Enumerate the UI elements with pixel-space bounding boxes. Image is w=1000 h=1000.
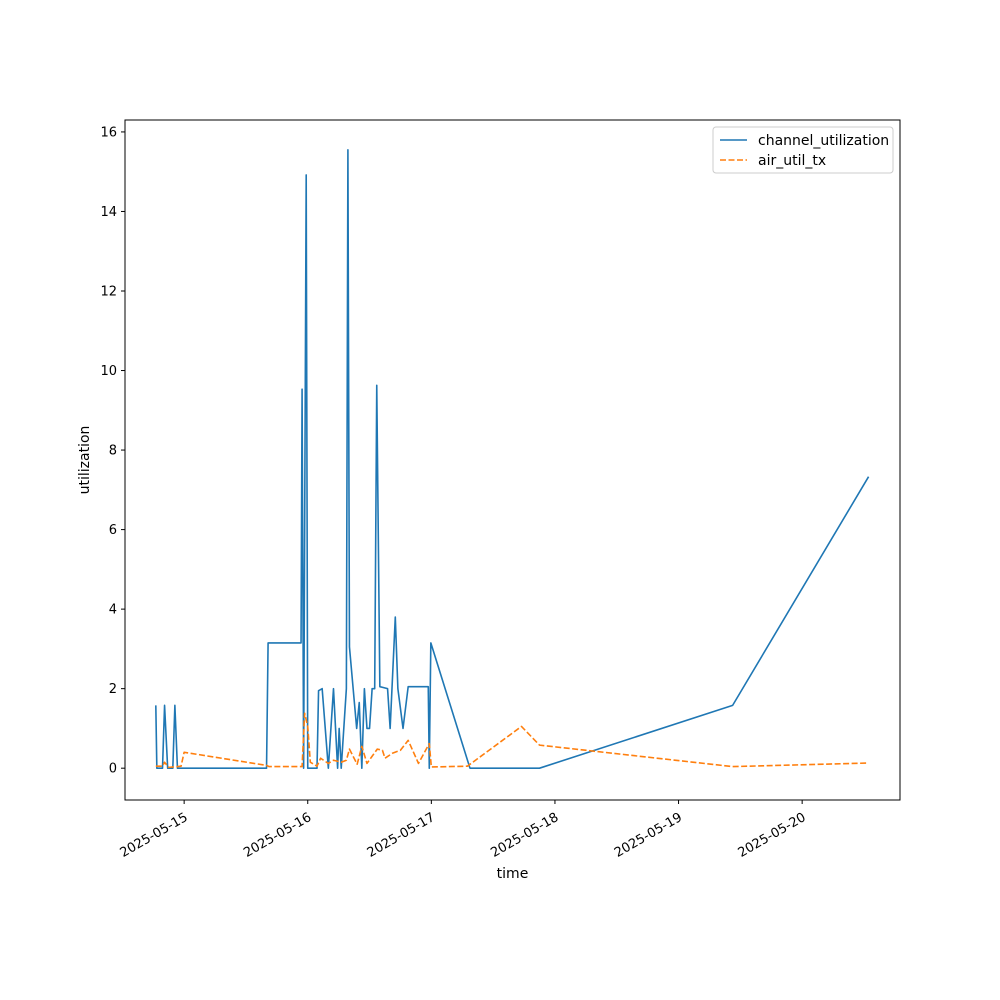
y-tick-label: 4 [109,603,117,618]
y-tick-label: 0 [109,762,117,777]
legend-box [712,126,894,174]
y-tick-label: 8 [109,444,117,459]
y-tick-label: 12 [100,284,117,299]
legend-label-air-util-tx: air_util_tx [758,153,826,169]
series-line-channel-utilization [155,149,870,769]
y-axis: 0 2 4 6 8 10 12 14 16 [100,125,125,777]
y-tick-label: 14 [100,205,117,220]
y-tick-label: 10 [100,364,117,379]
y-tick-label: 2 [109,682,117,697]
series-layer [155,149,870,769]
y-axis-label: utilization [77,426,93,495]
y-tick-label: 16 [100,125,117,140]
series-line-air-util-tx [155,712,869,769]
y-tick-label: 6 [109,523,117,538]
plot-frame [124,119,901,801]
legend: channel_utilization air_util_tx [712,126,894,174]
legend-label-channel-utilization: channel_utilization [758,133,889,149]
x-axis-label: time [497,866,529,882]
